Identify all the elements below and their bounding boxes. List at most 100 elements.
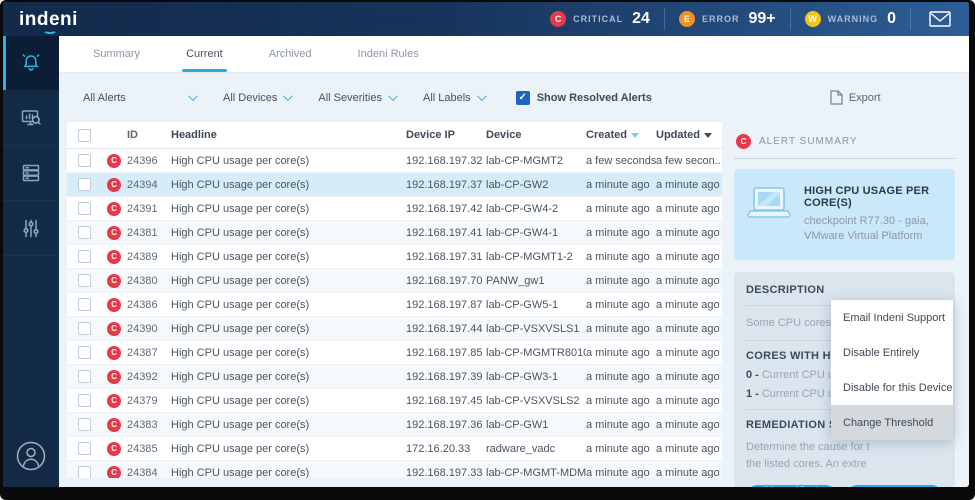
row-checkbox[interactable] xyxy=(77,250,91,263)
row-checkbox[interactable] xyxy=(77,370,91,383)
sidebar-item-settings[interactable] xyxy=(3,201,59,256)
table-row[interactable]: C 24389 High CPU usage per core(s) 192.1… xyxy=(67,245,722,269)
table-row[interactable]: C 24379 High CPU usage per core(s) 192.1… xyxy=(67,389,722,413)
col-header-device-ip[interactable]: Device IP xyxy=(406,129,455,141)
row-checkbox[interactable] xyxy=(77,346,91,359)
menu-item[interactable]: Change Threshold xyxy=(831,405,953,440)
tab-archived[interactable]: Archived xyxy=(268,48,312,60)
cell-updated: a minute ago xyxy=(656,226,720,239)
cell-created: a minute ago xyxy=(586,226,650,239)
profile-button[interactable] xyxy=(3,425,59,487)
error-badge[interactable]: E ERROR 99+ xyxy=(678,10,776,28)
filter-all-alerts[interactable]: All Alerts xyxy=(83,91,198,104)
table-row[interactable]: C 24380 High CPU usage per core(s) 192.1… xyxy=(67,269,722,293)
select-all-checkbox[interactable] xyxy=(77,128,91,142)
alert-device-info: checkpoint R77.30 - gaia, VMware Virtual… xyxy=(804,215,929,242)
row-checkbox[interactable] xyxy=(77,274,91,287)
cell-device: lab-CP-VSXVSLS2 xyxy=(486,394,580,407)
more-alert-info-button[interactable]: More Alert Info xyxy=(746,485,837,487)
menu-item[interactable]: Disable for this Device xyxy=(843,381,953,394)
sidebar-item-alerts[interactable] xyxy=(3,36,59,91)
table-row[interactable]: C 24390 High CPU usage per core(s) 192.1… xyxy=(67,317,722,341)
row-checkbox[interactable] xyxy=(77,322,91,335)
cell-device: lab-CP-VSXVSLS1 xyxy=(486,322,580,335)
table-row[interactable]: C 24387 High CPU usage per core(s) 192.1… xyxy=(67,341,722,365)
indeni-logo: indeni xyxy=(19,10,78,34)
envelope-icon[interactable] xyxy=(925,11,955,27)
cell-updated: a few secon... xyxy=(656,154,722,167)
cell-id: 24390 xyxy=(127,322,158,335)
cell-device: radware_vadc xyxy=(486,442,556,455)
cell-device: lab-CP-MGMT1-2 xyxy=(486,250,573,263)
archive-button[interactable]: Archive xyxy=(845,485,943,487)
critical-badge[interactable]: C CRITICAL 24 xyxy=(550,10,650,28)
critical-icon: C xyxy=(107,177,121,192)
panel-title: ALERT SUMMARY xyxy=(759,136,858,147)
chevron-down-icon xyxy=(387,91,398,102)
menu-item[interactable]: Email Indeni Support xyxy=(843,311,946,324)
sidebar-item-monitoring[interactable] xyxy=(3,91,59,146)
row-checkbox[interactable] xyxy=(77,154,91,167)
cell-created: a minute ago xyxy=(586,322,650,335)
table-row[interactable]: C 24383 High CPU usage per core(s) 192.1… xyxy=(67,413,722,437)
cell-updated: a minute ago xyxy=(656,322,720,335)
cell-id: 24396 xyxy=(127,154,158,167)
tab-indeni-rules[interactable]: Indeni Rules xyxy=(357,48,419,60)
critical-icon: C xyxy=(107,297,121,312)
cell-device-ip: 192.168.197.32 xyxy=(406,154,483,167)
col-header-device[interactable]: Device xyxy=(486,129,522,141)
critical-icon: C xyxy=(107,441,121,456)
table-row[interactable]: C 24392 High CPU usage per core(s) 192.1… xyxy=(67,365,722,389)
cell-headline: High CPU usage per core(s) xyxy=(171,202,310,215)
cell-device: lab-CP-GW5-1 xyxy=(486,298,559,311)
warning-badge[interactable]: W WARNING 0 xyxy=(804,10,896,28)
filter-all-devices[interactable]: All Devices xyxy=(223,91,294,104)
table-row[interactable]: C 24391 High CPU usage per core(s) 192.1… xyxy=(67,197,722,221)
cell-device-ip: 192.168.197.45 xyxy=(406,394,483,407)
row-checkbox[interactable] xyxy=(77,394,91,407)
cell-updated: a minute ago xyxy=(656,370,720,383)
col-header-id[interactable]: ID xyxy=(127,129,138,141)
chevron-down-icon xyxy=(187,91,198,102)
col-header-created[interactable]: Created xyxy=(586,129,656,141)
cell-created: a few seconds... xyxy=(586,154,656,167)
table-row[interactable]: C 24396 High CPU usage per core(s) 192.1… xyxy=(67,149,722,173)
cell-id: 24391 xyxy=(127,202,158,215)
critical-icon: C xyxy=(107,369,121,384)
cell-created: a minute ago xyxy=(586,418,650,431)
critical-icon: C xyxy=(107,201,121,216)
devices-list-icon xyxy=(22,164,40,182)
cell-headline: High CPU usage per core(s) xyxy=(171,418,310,431)
table-row[interactable]: C 24384 High CPU usage per core(s) 192.1… xyxy=(67,461,722,478)
table-row[interactable]: C 24385 High CPU usage per core(s) 172.1… xyxy=(67,437,722,461)
col-header-updated[interactable]: Updated xyxy=(656,129,722,141)
tab-summary[interactable]: Summary xyxy=(93,48,141,60)
row-checkbox[interactable] xyxy=(77,226,91,239)
critical-icon: C xyxy=(107,153,121,168)
cell-updated: a minute ago xyxy=(656,178,720,191)
export-button[interactable]: Export xyxy=(830,90,881,105)
row-checkbox[interactable] xyxy=(77,178,91,191)
cell-updated: a minute ago xyxy=(656,442,720,455)
cell-device: lab-CP-GW2 xyxy=(486,178,549,191)
table-row[interactable]: C 24386 High CPU usage per core(s) 192.1… xyxy=(67,293,722,317)
row-checkbox[interactable] xyxy=(77,442,91,455)
cell-created: a minute ago xyxy=(586,466,650,479)
filter-all-severities[interactable]: All Severities xyxy=(318,91,398,104)
archive-context-menu: Email Indeni Support Disable Entirely Disa… xyxy=(831,300,953,440)
table-row[interactable]: C 24381 High CPU usage per core(s) 192.1… xyxy=(67,221,722,245)
tab-current[interactable]: Current xyxy=(172,36,237,72)
show-resolved-checkbox[interactable]: ✓ Show Resolved Alerts xyxy=(515,90,652,105)
cell-created: a minute ago xyxy=(586,202,650,215)
row-checkbox[interactable] xyxy=(77,466,91,478)
row-checkbox[interactable] xyxy=(77,418,91,431)
cell-headline: High CPU usage per core(s) xyxy=(171,346,310,359)
row-checkbox[interactable] xyxy=(77,298,91,311)
table-row[interactable]: C 24394 High CPU usage per core(s) 192.1… xyxy=(67,173,722,197)
sidebar-item-devices[interactable] xyxy=(3,146,59,201)
col-header-headline[interactable]: Headline xyxy=(171,129,217,141)
row-checkbox[interactable] xyxy=(77,202,91,215)
alert-summary-card: HIGH CPU USAGE PER CORE(S) checkpoint R7… xyxy=(734,169,955,260)
menu-item[interactable]: Disable Entirely xyxy=(843,346,920,359)
filter-all-labels[interactable]: All Labels xyxy=(423,91,487,104)
